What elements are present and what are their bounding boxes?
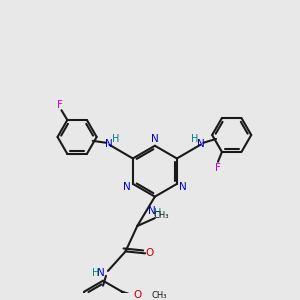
Text: H: H bbox=[92, 268, 99, 278]
Text: N: N bbox=[148, 206, 156, 216]
Text: O: O bbox=[133, 290, 142, 300]
Text: H: H bbox=[112, 134, 119, 144]
Text: O: O bbox=[146, 248, 154, 258]
Text: F: F bbox=[215, 163, 221, 172]
Text: N: N bbox=[151, 134, 159, 144]
Text: H: H bbox=[154, 208, 161, 218]
Text: H: H bbox=[191, 134, 198, 144]
Text: N: N bbox=[197, 139, 205, 149]
Text: N: N bbox=[179, 182, 187, 192]
Text: N: N bbox=[97, 268, 105, 278]
Text: N: N bbox=[123, 182, 131, 192]
Text: CH₃: CH₃ bbox=[151, 291, 166, 300]
Text: F: F bbox=[57, 100, 62, 110]
Text: N: N bbox=[104, 139, 112, 149]
Text: CH₃: CH₃ bbox=[153, 211, 169, 220]
